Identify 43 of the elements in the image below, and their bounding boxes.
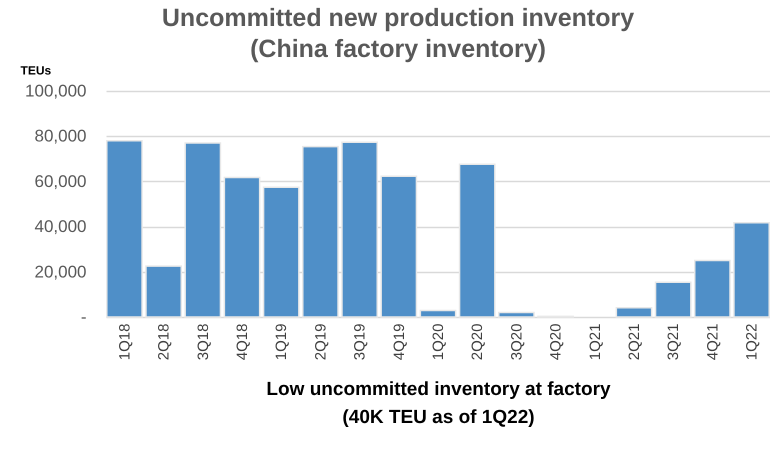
y-tick-label: 80,000 [34, 126, 86, 146]
x-tick-label: 1Q18 [116, 324, 134, 360]
bar [458, 163, 496, 318]
x-tick-label: 3Q21 [665, 324, 682, 360]
bar [224, 176, 260, 318]
x-tick-label: 4Q21 [704, 324, 722, 360]
text: Low uncommitted inventory at factory [266, 379, 611, 400]
bar [654, 281, 692, 318]
x-tick-label: 1Q21 [586, 324, 604, 360]
bar [106, 140, 143, 318]
bar [262, 186, 300, 318]
bar [694, 260, 731, 318]
x-tick-label: 1Q19 [273, 324, 290, 360]
x-tick-label: 3Q19 [352, 324, 369, 360]
text: (China factory inventory) [250, 35, 546, 63]
x-tick-label: 4Q20 [548, 324, 565, 360]
bar [733, 222, 770, 318]
x-tick-label: 3Q18 [194, 324, 212, 360]
text: Uncommitted new production inventory [162, 4, 634, 32]
y-tick-label: 60,000 [34, 172, 86, 191]
y-tick-label: 100,000 [25, 82, 86, 100]
bar [498, 312, 535, 318]
x-tick-label: 2Q18 [156, 324, 173, 360]
bar [341, 142, 378, 318]
y-axis-title: TEUs [20, 64, 52, 78]
y-tick-label: 40,000 [34, 217, 86, 236]
x-tick-label: 4Q18 [234, 324, 252, 360]
bar [184, 142, 222, 318]
x-tick-label: 1Q20 [430, 324, 447, 360]
y-tick-label: 20,000 [34, 262, 86, 282]
x-tick-label: 2Q19 [312, 324, 330, 360]
bar [420, 310, 456, 318]
x-tick-label: 2Q20 [469, 324, 486, 360]
x-tick-label: 2Q21 [626, 324, 643, 360]
text: (40K TEU as of 1Q22) [342, 407, 535, 428]
bar [616, 306, 652, 318]
y-tick-label: - [80, 308, 86, 326]
bar [302, 146, 339, 318]
x-tick-label: 1Q22 [744, 324, 761, 360]
x-tick-label: 4Q19 [390, 324, 408, 360]
x-tick-label: 3Q20 [508, 324, 526, 360]
bar [145, 265, 182, 318]
bar [380, 175, 418, 318]
